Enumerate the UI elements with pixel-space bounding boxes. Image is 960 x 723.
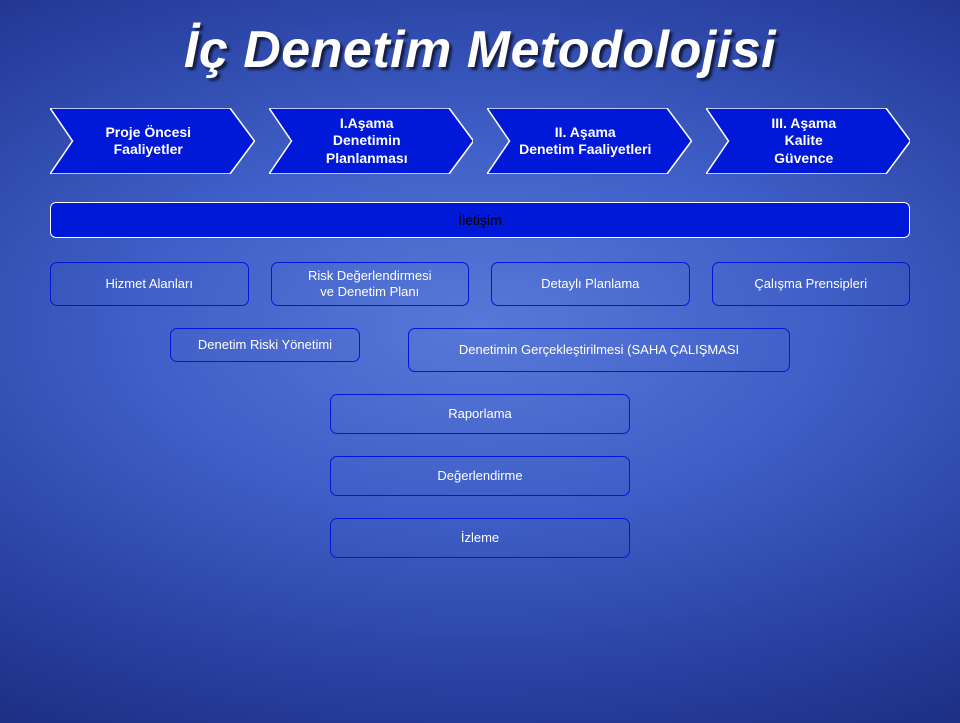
phase-arrow: III. Aşama Kalite Güvence [706,108,911,174]
box-audit-execution: Denetimin Gerçekleştirilmesi (SAHA ÇALIŞ… [408,328,790,372]
box-detailed-planning: Detaylı Planlama [491,262,690,306]
phase-arrows-row: Proje Öncesi Faaliyetler I.Aşama Denetim… [40,108,920,174]
box-reporting: Raporlama [330,394,630,434]
phase-label: Proje Öncesi Faaliyetler [105,124,191,159]
row-level-1: Hizmet Alanları Risk Değerlendirmesi ve … [50,262,910,306]
box-service-areas: Hizmet Alanları [50,262,249,306]
phase-label: II. Aşama Denetim Faaliyetleri [519,124,651,159]
box-risk-assessment: Risk Değerlendirmesi ve Denetim Planı [271,262,470,306]
page-title: İç Denetim Metodolojisi [40,20,920,80]
row-level-2: Denetim Riski Yönetimi Denetimin Gerçekl… [50,328,910,372]
box-monitoring: İzleme [330,518,630,558]
communication-bar: İletişim [50,202,910,238]
phase-arrow: Proje Öncesi Faaliyetler [50,108,255,174]
phase-arrow: II. Aşama Denetim Faaliyetleri [487,108,692,174]
phase-label: III. Aşama Kalite Güvence [771,115,836,168]
box-audit-risk-mgmt: Denetim Riski Yönetimi [170,328,360,362]
box-evaluation: Değerlendirme [330,456,630,496]
phase-arrow: I.Aşama Denetimin Planlanması [269,108,474,174]
stack-column: Raporlama Değerlendirme İzleme [40,394,920,558]
phase-label: I.Aşama Denetimin Planlanması [326,115,408,168]
box-working-principles: Çalışma Prensipleri [712,262,911,306]
